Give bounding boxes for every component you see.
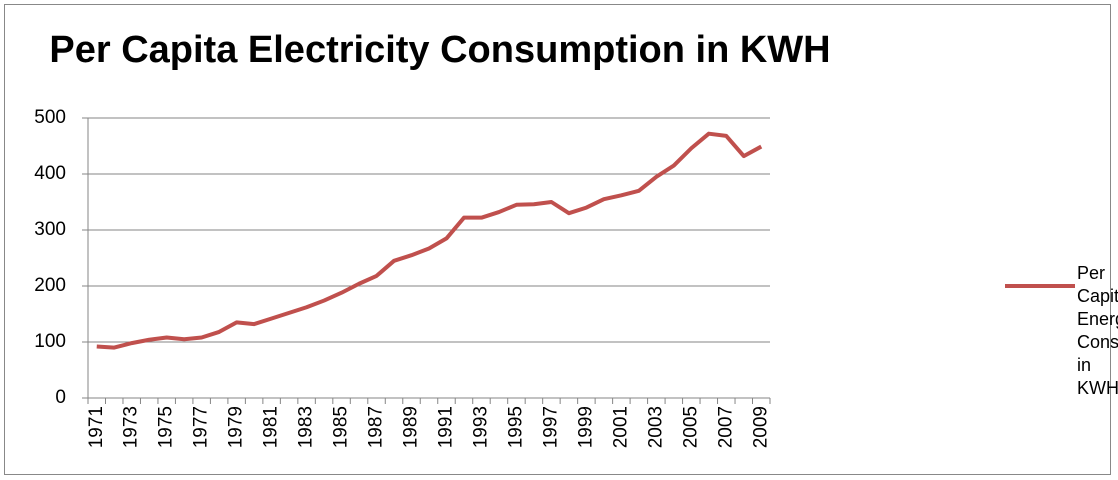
x-tick-label: 2005 <box>680 406 701 448</box>
y-tick-label: 100 <box>34 331 66 352</box>
data-line <box>96 131 763 350</box>
x-tick-label: 2001 <box>610 406 631 448</box>
x-tick-label: 1975 <box>156 406 177 448</box>
x-tick-label: 1995 <box>505 406 526 448</box>
y-tick-label: 0 <box>55 387 66 408</box>
chart-title: Per Capita Electricity Consumption in KW… <box>49 29 830 71</box>
x-tick-label: 1983 <box>296 406 317 448</box>
x-tick-label: 2003 <box>645 406 666 448</box>
chart-border <box>4 4 1111 475</box>
x-tick-label: 2007 <box>715 406 736 448</box>
x-tick-label: 1985 <box>331 406 352 448</box>
x-tick-label: 1979 <box>226 406 247 448</box>
y-tick-label: 500 <box>34 107 66 128</box>
x-tick-label: 1977 <box>191 406 212 448</box>
x-tick-label: 1997 <box>540 406 561 448</box>
legend-label: Per Capita Energy Consumption in KWH <box>1077 263 1118 398</box>
x-tick-label: 1991 <box>436 406 457 448</box>
x-tick-label: 1973 <box>121 406 142 448</box>
x-tick-label: 1993 <box>470 406 491 448</box>
x-tick-label: 1999 <box>575 406 596 448</box>
x-tick-label: 1987 <box>366 406 387 448</box>
x-tick-label: 1981 <box>261 406 282 448</box>
y-tick-label: 200 <box>34 275 66 296</box>
y-tick-label: 300 <box>34 219 66 240</box>
x-tick-label: 2009 <box>750 406 771 448</box>
x-tick-label: 1971 <box>86 406 107 448</box>
x-tick-label: 1989 <box>401 406 422 448</box>
y-tick-label: 400 <box>34 163 66 184</box>
